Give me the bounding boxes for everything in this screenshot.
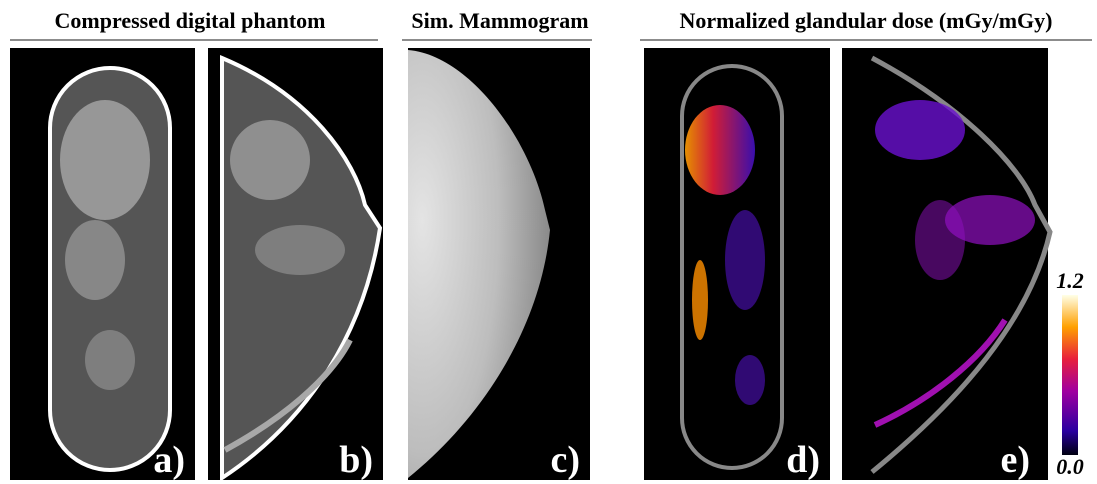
panel-label: e) (1000, 439, 1030, 481)
panel-label: b) (339, 439, 373, 481)
figure: Compressed digital phantom Sim. Mammogra… (0, 0, 1097, 484)
panel-label: c) (550, 439, 580, 481)
panel-label: a) (153, 439, 185, 481)
header: Normalized glandular dose (mGy/mGy) (680, 8, 1053, 33)
colorbar (1062, 295, 1078, 455)
colorbar-max: 1.2 (1056, 268, 1084, 293)
colorbar-min: 0.0 (1056, 454, 1084, 479)
panel-e: e) (842, 48, 1050, 481)
header: Compressed digital phantom (55, 8, 326, 33)
header: Sim. Mammogram (411, 8, 588, 33)
panel-d: d) (644, 48, 830, 481)
panel-a: a) (10, 48, 195, 481)
panel-b: b) (208, 48, 383, 481)
panel-c: c) (408, 48, 590, 481)
panel-label: d) (786, 439, 820, 481)
